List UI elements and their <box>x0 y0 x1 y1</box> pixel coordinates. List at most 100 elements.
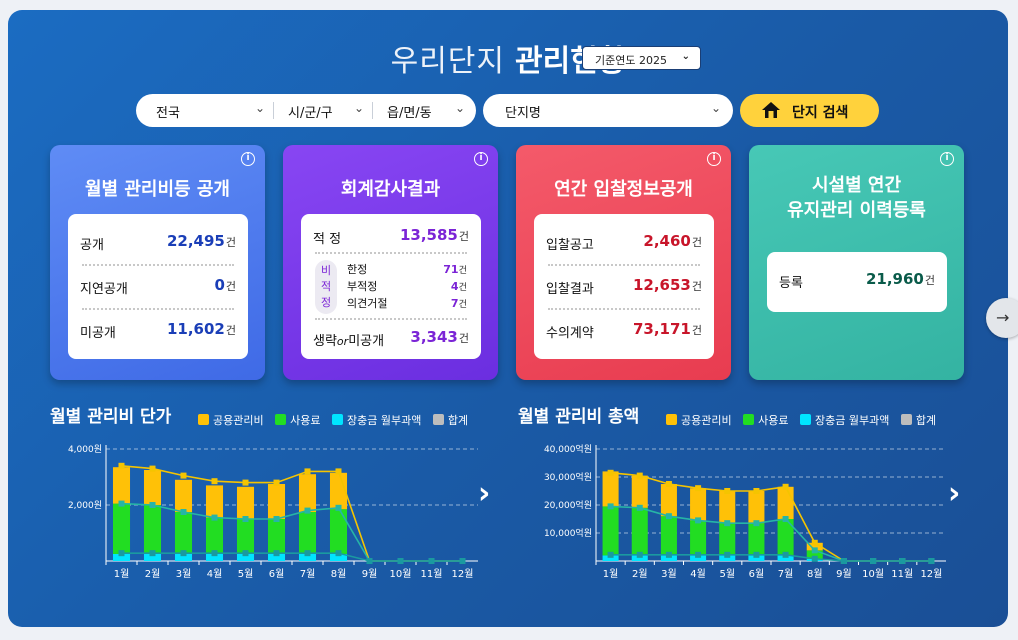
bar-segment[interactable] <box>143 505 162 554</box>
info-icon[interactable]: i <box>474 152 488 166</box>
region2-select[interactable]: 시/군/구 ⌄ <box>288 94 370 127</box>
bar-segment[interactable] <box>174 554 193 561</box>
data-point[interactable] <box>782 551 789 558</box>
data-point[interactable] <box>607 551 614 558</box>
data-point[interactable] <box>304 550 311 557</box>
bar-segment[interactable] <box>112 467 131 504</box>
data-point[interactable] <box>211 478 218 485</box>
bar-segment[interactable] <box>267 519 286 554</box>
region1-select[interactable]: 전국 ⌄ <box>156 94 271 127</box>
bar-segment[interactable] <box>660 484 677 517</box>
bar-segment[interactable] <box>174 479 193 512</box>
bar-segment[interactable] <box>690 520 707 556</box>
data-point[interactable] <box>180 509 187 515</box>
data-point[interactable] <box>753 551 760 558</box>
bar-segment[interactable] <box>660 516 677 556</box>
data-point[interactable] <box>335 550 342 557</box>
data-point[interactable] <box>607 469 614 476</box>
bar-segment[interactable] <box>143 554 162 561</box>
info-icon[interactable]: i <box>707 152 721 166</box>
bar-segment[interactable] <box>267 484 286 519</box>
bar-segment[interactable] <box>690 555 707 561</box>
chevron-right-icon[interactable]: › <box>948 476 961 511</box>
complex-name-select[interactable]: 단지명 ⌄ <box>483 94 733 127</box>
data-point[interactable] <box>811 555 818 562</box>
data-point[interactable] <box>180 550 187 557</box>
data-point[interactable] <box>211 550 218 557</box>
info-icon[interactable]: i <box>940 152 954 166</box>
bar-segment[interactable] <box>690 488 707 521</box>
data-point[interactable] <box>636 551 643 558</box>
data-point[interactable] <box>607 503 614 510</box>
legend-item[interactable]: 사용료 <box>743 412 788 428</box>
facility-card[interactable]: i 시설별 연간 유지관리 이력등록 등록 21,960건 <box>749 145 964 380</box>
bar-segment[interactable] <box>143 470 162 505</box>
bar-segment[interactable] <box>777 486 794 519</box>
data-point[interactable] <box>811 539 818 546</box>
bar-segment[interactable] <box>298 512 317 554</box>
data-point[interactable] <box>335 504 342 511</box>
data-point[interactable] <box>273 550 280 557</box>
bar-segment[interactable] <box>806 550 823 559</box>
legend-item[interactable]: 합계 <box>432 412 468 428</box>
bar-segment[interactable] <box>174 512 193 554</box>
bar-segment[interactable] <box>329 509 348 554</box>
data-point[interactable] <box>695 551 702 558</box>
data-point[interactable] <box>242 550 249 557</box>
data-point[interactable] <box>459 558 466 564</box>
data-point[interactable] <box>397 558 404 564</box>
bar-segment[interactable] <box>602 506 619 556</box>
bar-segment[interactable] <box>631 507 648 556</box>
bar-segment[interactable] <box>777 519 794 556</box>
data-point[interactable] <box>724 488 731 494</box>
data-point[interactable] <box>665 551 672 558</box>
bar-segment[interactable] <box>205 485 224 518</box>
bar-segment[interactable] <box>205 517 224 554</box>
legend-item[interactable]: 공용관리비 <box>198 412 264 428</box>
data-point[interactable] <box>695 485 702 492</box>
bar-segment[interactable] <box>748 523 765 556</box>
legend-item[interactable]: 합계 <box>900 412 936 428</box>
bar-segment[interactable] <box>631 475 648 508</box>
data-point[interactable] <box>211 514 218 521</box>
data-point[interactable] <box>304 507 311 514</box>
bar-segment[interactable] <box>112 503 131 554</box>
bar-segment[interactable] <box>748 555 765 561</box>
bar-segment[interactable] <box>112 554 131 561</box>
legend-item[interactable]: 장충금 월부과액 <box>331 412 421 428</box>
data-point[interactable] <box>149 465 156 472</box>
bar-segment[interactable] <box>777 555 794 561</box>
data-point[interactable] <box>366 558 373 564</box>
bid-card[interactable]: i 연간 입찰정보공개 입찰공고 2,460건 입찰결과 12,653건 수의계… <box>516 145 731 380</box>
data-point[interactable] <box>665 481 672 487</box>
legend-item[interactable]: 사용료 <box>275 412 320 428</box>
bar-segment[interactable] <box>660 555 677 561</box>
data-point[interactable] <box>242 479 249 486</box>
info-icon[interactable]: i <box>241 152 255 166</box>
data-point[interactable] <box>753 488 760 494</box>
bar-segment[interactable] <box>719 491 736 524</box>
bar-segment[interactable] <box>298 554 317 561</box>
data-point[interactable] <box>665 513 672 520</box>
data-point[interactable] <box>242 516 249 522</box>
bar-segment[interactable] <box>806 542 823 551</box>
data-point[interactable] <box>695 517 702 524</box>
bar-segment[interactable] <box>748 491 765 524</box>
data-point[interactable] <box>149 502 156 508</box>
data-point[interactable] <box>724 520 731 527</box>
bar-segment[interactable] <box>719 523 736 556</box>
next-slide-button[interactable]: → <box>986 298 1018 338</box>
bar-segment[interactable] <box>329 554 348 561</box>
data-point[interactable] <box>304 468 311 475</box>
data-point[interactable] <box>724 551 731 558</box>
data-point[interactable] <box>753 520 760 527</box>
data-point[interactable] <box>811 547 818 554</box>
data-point[interactable] <box>782 516 789 522</box>
legend-item[interactable]: 장충금 월부과액 <box>799 412 889 428</box>
bar-segment[interactable] <box>631 555 648 561</box>
data-point[interactable] <box>899 558 906 564</box>
bar-segment[interactable] <box>298 474 317 512</box>
data-point[interactable] <box>928 558 935 564</box>
monthly-fee-card[interactable]: i 월별 관리비등 공개 공개 22,495건 지연공개 0건 미공개 11,6… <box>50 145 265 380</box>
data-point[interactable] <box>118 500 125 507</box>
